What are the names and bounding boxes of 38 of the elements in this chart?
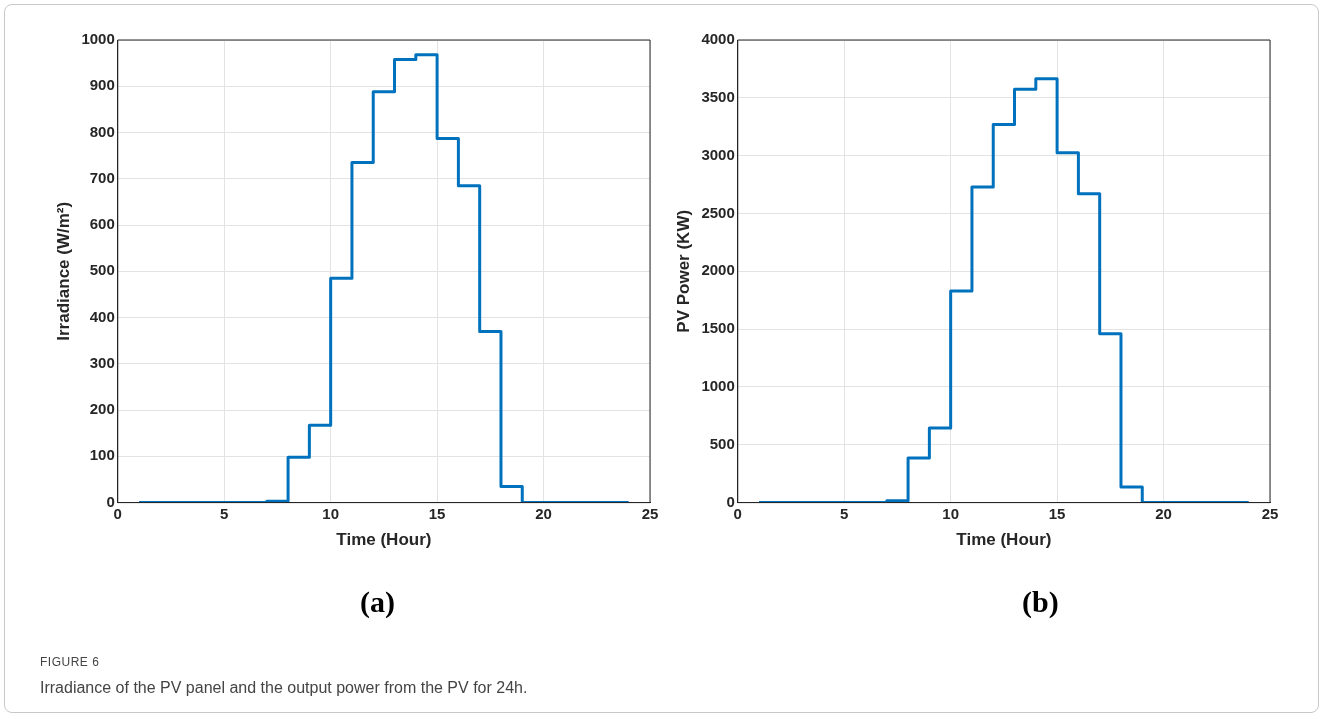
y-tick-label: 800 (89, 122, 115, 140)
x-tick-label: 5 (220, 504, 229, 522)
x-axis-title: Time (Hour) (956, 530, 1052, 550)
x-tick-label: 15 (428, 504, 446, 522)
y-tick-label: 500 (89, 261, 115, 279)
x-tick-label: 25 (1261, 504, 1279, 522)
y-tick-label: 3500 (701, 87, 735, 105)
y-tick-label: 2500 (701, 203, 735, 221)
y-tick-label: 200 (89, 400, 115, 418)
y-tick-label: 700 (89, 168, 115, 186)
y-tick-label: 3000 (701, 145, 735, 163)
y-tick-label: 4000 (701, 30, 735, 48)
x-tick-label: 10 (942, 504, 960, 522)
x-tick-label: 20 (535, 504, 552, 522)
y-tick-label: 0 (106, 492, 115, 510)
x-tick-label: 20 (1155, 504, 1172, 522)
x-tick-label: 5 (840, 504, 849, 522)
y-tick-label: 100 (89, 446, 115, 464)
y-tick-label: 500 (709, 434, 735, 452)
y-axis-title: Irradiance (W/m²) (53, 201, 73, 341)
y-tick-label: 1000 (81, 30, 115, 48)
y-axis-title: PV Power (KW) (673, 209, 693, 333)
y-tick-label: 300 (89, 353, 115, 371)
y-tick-label: 2000 (701, 261, 735, 279)
x-tick-label: 10 (322, 504, 340, 522)
y-tick-label: 1000 (701, 377, 735, 395)
text: Irradiance of the PV panel and the output power from the PV for 24h. (40, 679, 528, 697)
y-tick-label: 400 (89, 307, 115, 325)
x-tick-label: 25 (641, 504, 659, 522)
x-tick-label: 15 (1048, 504, 1066, 522)
y-tick-label: 600 (89, 215, 115, 233)
text: (b) (1022, 585, 1059, 619)
y-tick-label: 0 (726, 492, 735, 510)
x-axis-title: Time (Hour) (336, 530, 432, 550)
y-tick-label: 900 (89, 76, 115, 94)
caption: FIGURE 6 (40, 655, 100, 669)
y-tick-label: 1500 (701, 319, 735, 337)
text: (a) (360, 585, 395, 619)
